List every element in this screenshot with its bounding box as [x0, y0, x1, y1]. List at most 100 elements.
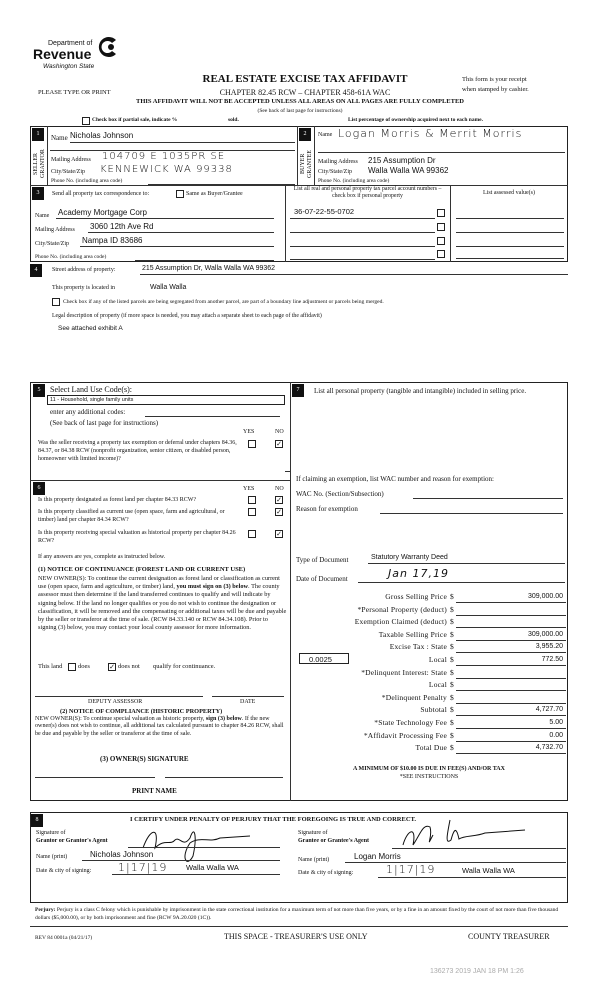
sec5-see-back: (See back of last page for instructions)	[50, 419, 159, 427]
grantor-city-field[interactable]: Walla Walla WA	[186, 863, 239, 872]
tax-mail-field[interactable]: 3060 12th Ave Rd	[90, 222, 154, 231]
personal-property-checkbox-2[interactable]	[437, 223, 445, 231]
buyer-label: BUYER GRANTEE	[300, 150, 313, 178]
legal-label: Legal description of property (if more s…	[52, 313, 322, 319]
same-as-buyer-checkbox[interactable]	[176, 190, 184, 198]
grantor-name-field[interactable]: Nicholas Johnson	[90, 850, 154, 859]
buyer-name-field[interactable]: Logan Morris & Merrit Morris	[338, 127, 523, 140]
does-not-checkbox[interactable]: ✓	[108, 663, 116, 671]
no-header-6: NO	[275, 486, 284, 492]
tax-mail-label: Mailing Address	[35, 227, 75, 233]
grantor-date-label: Date & city of signing:	[36, 868, 92, 874]
current-use-yes-checkbox[interactable]	[248, 508, 256, 516]
tax-row-value[interactable]: 772.50	[541, 656, 563, 663]
tax-row-label: *Affidavit Processing Fee	[363, 731, 447, 740]
section-5-number: 5	[33, 384, 45, 397]
currency-sign: $	[450, 718, 454, 727]
receipt-note-2: when stamped by cashier.	[462, 86, 529, 93]
land-use-select[interactable]: 11 - Household, single family units	[47, 395, 285, 405]
tax-city-field[interactable]: Nampa ID 83686	[82, 236, 143, 245]
if-yes-note: If any answers are yes, complete as inst…	[38, 554, 166, 560]
historic-question: Is this property receiving special valua…	[38, 530, 236, 544]
tax-city-label: City/State/Zip	[35, 241, 69, 247]
date-label: DATE	[240, 699, 256, 705]
tax-row-value[interactable]: 4,727.70	[535, 706, 563, 713]
please-type: PLEASE TYPE OR PRINT	[38, 89, 111, 96]
wac-label: WAC No. (Section/Subsection)	[296, 490, 384, 498]
details-box	[30, 382, 568, 801]
perjury-notice: Perjury: Perjury is a class C felony whi…	[35, 907, 559, 921]
tax-name-label: Name	[35, 213, 50, 219]
grantee-name-field[interactable]: Logan Morris	[354, 852, 401, 861]
grantor-date-field[interactable]: 1|17|19	[118, 861, 168, 874]
doc-date-label: Date of Document	[296, 575, 348, 583]
does-checkbox[interactable]	[68, 663, 76, 671]
forest-no-checkbox[interactable]: ✓	[275, 496, 283, 504]
personal-property-checkbox-4[interactable]	[437, 250, 445, 258]
buyer-city-field[interactable]: Walla Walla WA 99362	[368, 166, 449, 175]
currency-sign: $	[450, 592, 454, 601]
buyer-mail-field[interactable]: 215 Assumption Dr	[368, 156, 436, 165]
currency-sign: $	[450, 705, 454, 714]
doc-type-field[interactable]: Statutory Warranty Deed	[371, 554, 448, 561]
street-label: Street address of property:	[52, 267, 116, 273]
tax-row-value[interactable]: 309,000.00	[527, 593, 563, 600]
currency-sign: $	[450, 680, 454, 689]
tax-row-value[interactable]: 309,000.00	[527, 631, 563, 638]
notice1-text: NEW OWNER(S): To continue the current de…	[38, 575, 287, 632]
historic-no-checkbox[interactable]: ✓	[275, 530, 283, 538]
see-back: (See back of last page for instructions)	[257, 108, 343, 114]
local-rate-box[interactable]: 0.0025	[299, 653, 349, 664]
tax-row-value[interactable]: 0.00	[549, 732, 563, 739]
tax-row-label: *State Technology Fee	[374, 718, 447, 727]
grantee-date-field[interactable]: 1|17|19	[386, 863, 436, 876]
personal-property-checkbox-1[interactable]	[437, 209, 445, 217]
tax-row-label: *Delinquent Penalty	[381, 693, 447, 702]
doc-type-label: Type of Document	[296, 556, 349, 564]
parcel-number-1[interactable]: 36-07-22-55-0702	[294, 207, 355, 216]
exemption-yes-checkbox[interactable]	[248, 440, 256, 448]
tax-row-value[interactable]: 3,955.20	[535, 643, 563, 650]
seller-mail-field[interactable]: 104709 E 1035PR SE	[102, 151, 226, 162]
grantee-agent-label: Grantee or Grantee's Agent	[298, 838, 370, 844]
partial-sale-checkbox[interactable]	[82, 117, 90, 125]
exemption-no-checkbox[interactable]: ✓	[275, 440, 283, 448]
tax-row-value[interactable]: 4,732.70	[535, 744, 563, 751]
yes-header-6: YES	[243, 486, 255, 492]
forest-question: Is this property designated as forest la…	[38, 497, 197, 503]
personal-property-checkbox-3[interactable]	[437, 237, 445, 245]
certify-statement: I CERTIFY UNDER PENALTY OF PERJURY THAT …	[130, 816, 417, 823]
seller-city-field[interactable]: KENNEWICK WA 99338	[100, 164, 233, 175]
current-use-no-checkbox[interactable]: ✓	[275, 508, 283, 516]
seller-name-field[interactable]: Nicholas Johnson	[70, 131, 134, 140]
located-field[interactable]: Walla Walla	[150, 284, 187, 291]
deputy-assessor-label: DEPUTY ASSESSOR	[88, 699, 143, 705]
wac-field[interactable]	[413, 498, 563, 499]
treasurer-space: THIS SPACE - TREASURER'S USE ONLY	[224, 932, 368, 941]
segregated-checkbox[interactable]	[52, 298, 60, 306]
yes-header: YES	[243, 429, 255, 435]
form-revision: REV 84 0001a (04/21/17)	[35, 935, 93, 941]
county-treasurer: COUNTY TREASURER	[468, 932, 550, 941]
doc-date-field[interactable]: Jan 17,19	[388, 567, 449, 580]
tax-row-value[interactable]: 5.00	[549, 719, 563, 726]
forest-yes-checkbox[interactable]	[248, 496, 256, 504]
section-4-number: 4	[30, 264, 42, 277]
located-label: This property is located in	[52, 285, 115, 291]
historic-yes-checkbox[interactable]	[248, 530, 256, 538]
buyer-name-label: Name	[318, 132, 333, 138]
currency-sign: $	[450, 655, 454, 664]
logo-line3: Washington State	[43, 63, 95, 70]
legal-description[interactable]: See attached exhibit A	[58, 325, 123, 332]
tax-name-field[interactable]: Academy Mortgage Corp	[58, 208, 147, 217]
owner-signature-label: (3) OWNER(S) SIGNATURE	[100, 755, 189, 763]
seller-mail-label: Mailing Address	[51, 157, 91, 163]
tax-row-label: Taxable Selling Price	[378, 630, 447, 639]
notice2-text: NEW OWNER(S): To continue special valuat…	[35, 716, 284, 737]
grantee-signature[interactable]	[395, 815, 535, 855]
buyer-mail-label: Mailing Address	[318, 159, 358, 165]
street-field[interactable]: 215 Assumption Dr, Walla Walla WA 99362	[142, 265, 276, 272]
section-1-number: 1	[32, 128, 44, 141]
reason-field[interactable]	[380, 513, 563, 514]
grantee-city-field[interactable]: Walla Walla WA	[462, 866, 515, 875]
